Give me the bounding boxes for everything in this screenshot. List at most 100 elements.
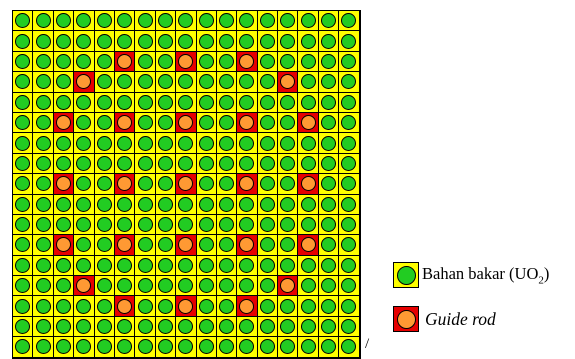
fuel-rod-cell <box>155 296 177 317</box>
guide-rod-cell <box>298 174 319 195</box>
fuel-rod-cell <box>155 255 177 277</box>
fuel-rod-cell <box>135 276 156 297</box>
fuel-rod-cell <box>216 235 238 256</box>
fuel-rod-cell <box>339 255 360 277</box>
fuel-rod-pin <box>219 135 235 151</box>
fuel-rod-pin <box>198 155 214 171</box>
fuel-rod-cell <box>114 276 136 297</box>
fuel-rod-cell <box>237 337 258 358</box>
fuel-rod-pin <box>137 257 153 273</box>
fuel-rod-pin <box>76 135 92 151</box>
fuel-rod-pin <box>219 33 235 49</box>
fuel-rod-pin <box>137 135 153 151</box>
fuel-rod-pin <box>280 237 296 253</box>
guide-rod-cell <box>278 72 299 93</box>
fuel-rod-pin <box>96 115 112 131</box>
fuel-rod-cell <box>155 337 177 358</box>
fuel-rod-pin <box>76 13 92 29</box>
fuel-rod-cell <box>94 31 115 52</box>
legend-item-guide: Guide rod <box>393 306 496 332</box>
fuel-rod-cell <box>94 153 115 175</box>
fuel-rod-pin <box>219 339 235 355</box>
fuel-rod-cell <box>196 214 217 236</box>
fuel-rod-pin <box>341 115 357 131</box>
fuel-rod-pin <box>280 298 296 314</box>
fuel-rod-pin <box>300 257 316 273</box>
fuel-rod-cell <box>237 214 258 236</box>
fuel-rod-pin <box>321 155 337 171</box>
fuel-rod-cell <box>257 337 279 358</box>
fuel-rod-cell <box>237 92 258 113</box>
fuel-rod-cell <box>257 92 279 113</box>
fuel-rod-cell <box>155 276 177 297</box>
fuel-rod-cell <box>339 235 360 256</box>
fuel-rod-cell <box>298 316 319 338</box>
fuel-rod-pin <box>280 257 296 273</box>
fuel-rod-cell <box>74 11 95 32</box>
fuel-rod-pin <box>300 339 316 355</box>
guide-rod-cell <box>176 112 197 134</box>
fuel-rod-cell <box>135 235 156 256</box>
fuel-rod-pin <box>198 339 214 355</box>
fuel-rod-cell <box>155 316 177 338</box>
fuel-rod-pin <box>157 155 173 171</box>
fuel-rod-pin <box>157 13 173 29</box>
fuel-rod-pin <box>96 53 112 69</box>
fuel-rod-cell <box>135 337 156 358</box>
fuel-rod-pin <box>76 319 92 335</box>
guide-rod-cell <box>114 235 136 256</box>
fuel-rod-pin <box>198 319 214 335</box>
fuel-rod-cell <box>298 31 319 52</box>
fuel-rod-pin <box>280 155 296 171</box>
fuel-rod-cell <box>155 235 177 256</box>
fuel-rod-pin <box>96 196 112 212</box>
fuel-rod-pin <box>35 339 51 355</box>
fuel-rod-pin <box>137 237 153 253</box>
fuel-rod-pin <box>55 319 71 335</box>
fuel-rod-cell <box>33 72 54 93</box>
guide-rod-pin <box>117 298 133 314</box>
fuel-rod-cell <box>196 276 217 297</box>
fuel-rod-cell <box>33 174 54 195</box>
fuel-rod-pin <box>15 217 31 233</box>
fuel-rod-cell <box>53 11 75 32</box>
fuel-rod-cell <box>278 214 299 236</box>
fuel-rod-pin <box>300 13 316 29</box>
fuel-rod-cell <box>237 153 258 175</box>
fuel-rod-pin <box>219 257 235 273</box>
fuel-rod-pin <box>321 319 337 335</box>
fuel-rod-cell <box>237 31 258 52</box>
fuel-rod-pin <box>198 196 214 212</box>
fuel-rod-pin <box>96 319 112 335</box>
fuel-rod-cell <box>298 337 319 358</box>
fuel-rod-pin <box>157 278 173 294</box>
fuel-rod-pin <box>76 257 92 273</box>
fuel-rod-cell <box>318 51 340 73</box>
fuel-rod-pin <box>55 298 71 314</box>
fuel-rod-pin <box>300 217 316 233</box>
fuel-rod-pin <box>239 196 255 212</box>
fuel-rod-pin <box>76 217 92 233</box>
fuel-rod-cell <box>339 214 360 236</box>
fuel-rod-pin <box>198 33 214 49</box>
guide-rod-cell <box>114 296 136 317</box>
fuel-rod-cell <box>216 92 238 113</box>
fuel-rod-cell <box>94 194 115 215</box>
fuel-rod-pin <box>76 196 92 212</box>
fuel-rod-pin <box>55 13 71 29</box>
fuel-rod-pin <box>178 319 194 335</box>
fuel-rod-cell <box>237 194 258 215</box>
fuel-rod-cell <box>257 276 279 297</box>
fuel-rod-pin <box>259 298 275 314</box>
fuel-rod-pin <box>341 74 357 90</box>
fuel-rod-cell <box>196 51 217 73</box>
fuel-rod-pin <box>219 94 235 110</box>
fuel-rod-pin <box>259 176 275 192</box>
fuel-rod-cell <box>53 133 75 154</box>
fuel-rod-pin <box>259 257 275 273</box>
fuel-rod-cell <box>74 31 95 52</box>
fuel-rod-cell <box>339 133 360 154</box>
fuel-rod-pin <box>35 298 51 314</box>
fuel-rod-cell <box>114 133 136 154</box>
fuel-rod-pin <box>15 94 31 110</box>
